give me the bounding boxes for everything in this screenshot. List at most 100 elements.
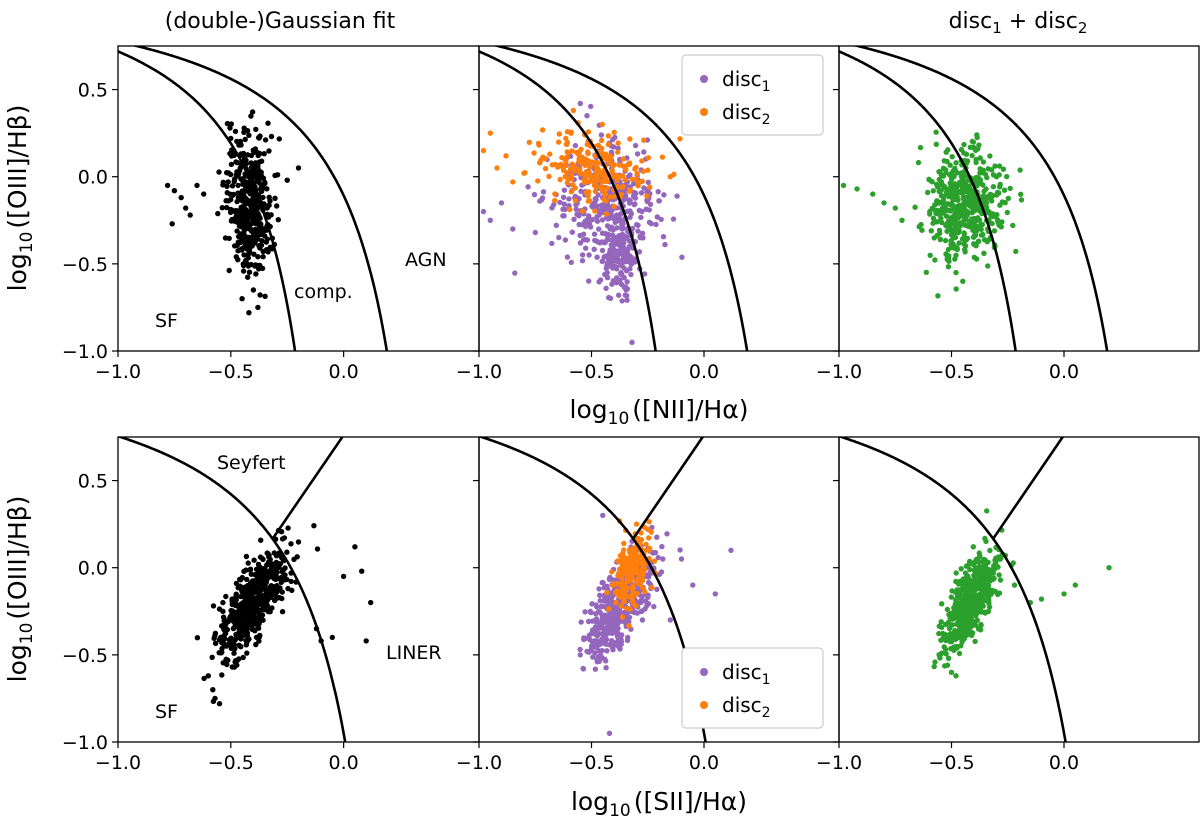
data-point: [539, 195, 546, 201]
data-point: [244, 650, 250, 656]
data-point: [639, 208, 645, 215]
data-point: [616, 292, 622, 298]
data-point: [210, 687, 216, 693]
data-point: [538, 157, 544, 163]
data-point: [962, 591, 968, 598]
data-point: [936, 230, 943, 237]
x-tick-label: −0.5: [928, 361, 974, 383]
data-point: [641, 137, 647, 143]
data-point: [222, 636, 228, 642]
col3-title: disc1 + disc2: [949, 9, 1088, 37]
data-point: [591, 182, 598, 189]
data-point: [642, 271, 648, 277]
data-point: [611, 235, 617, 242]
data-point: [368, 599, 374, 606]
data-point: [194, 182, 200, 189]
data-point: [584, 216, 591, 222]
data-point: [634, 151, 641, 157]
data-point: [589, 217, 595, 223]
data-point: [271, 575, 277, 582]
data-point: [291, 556, 297, 562]
data-point: [619, 225, 626, 231]
data-point: [968, 222, 975, 228]
data-point: [1017, 167, 1023, 173]
data-point: [230, 207, 236, 213]
data-point: [593, 159, 599, 166]
data-point: [978, 609, 984, 615]
data-point: [690, 582, 696, 588]
data-point: [599, 579, 605, 586]
data-point: [266, 148, 272, 154]
data-point: [1007, 185, 1013, 192]
data-point: [605, 231, 612, 238]
data-point: [986, 568, 992, 574]
data-point: [262, 592, 268, 598]
data-point: [571, 216, 577, 222]
data-point: [616, 258, 622, 264]
data-point: [627, 136, 633, 142]
data-point: [941, 201, 947, 207]
data-point: [224, 120, 231, 127]
data-point: [645, 179, 651, 185]
data-point: [232, 659, 238, 665]
data-point: [927, 208, 933, 215]
data-point: [178, 194, 184, 201]
data-point: [930, 188, 936, 194]
data-point: [597, 592, 603, 598]
data-point: [560, 206, 566, 212]
data-point: [278, 529, 285, 535]
data-point: [624, 247, 631, 253]
demarcation-curve-kewley01: [852, 46, 1109, 351]
data-point: [996, 572, 1002, 578]
data-point: [991, 228, 998, 234]
data-point: [254, 231, 261, 237]
data-point: [599, 247, 606, 254]
data-point: [228, 171, 234, 178]
col1-title: (double-)Gaussian fit: [165, 9, 396, 34]
data-point: [606, 730, 613, 736]
data-point: [212, 640, 219, 646]
data-point: [659, 543, 665, 550]
data-point: [931, 663, 937, 670]
data-point: [604, 260, 610, 267]
data-point: [547, 151, 553, 157]
data-point: [940, 630, 946, 637]
data-point: [619, 575, 625, 581]
data-point: [255, 614, 261, 621]
data-point: [601, 190, 608, 196]
data-point: [667, 617, 673, 623]
data-point: [997, 577, 1004, 583]
data-point: [955, 205, 961, 212]
data-point: [936, 169, 942, 175]
data-point: [567, 206, 573, 213]
data-point: [494, 165, 500, 171]
data-point: [599, 150, 606, 157]
data-point: [981, 237, 988, 243]
data-point: [239, 188, 245, 194]
data-point: [971, 254, 977, 260]
data-point: [590, 654, 596, 660]
data-point: [584, 648, 590, 655]
data-point: [983, 598, 989, 604]
x-tick-label: −1.0: [95, 361, 141, 383]
data-point: [638, 190, 645, 196]
data-point: [970, 560, 976, 567]
data-point: [987, 153, 993, 159]
data-point: [609, 167, 615, 174]
data-point: [997, 181, 1003, 188]
data-point: [549, 162, 555, 168]
data-point: [632, 201, 638, 207]
data-point: [311, 523, 317, 529]
data-point: [650, 550, 656, 556]
data-point: [582, 635, 589, 642]
data-point: [223, 656, 229, 662]
data-point: [615, 241, 621, 248]
data-point: [980, 195, 986, 201]
data-point: [960, 278, 966, 284]
data-point: [677, 136, 683, 142]
data-point: [964, 158, 971, 164]
data-point: [639, 584, 645, 590]
data-point: [244, 237, 250, 243]
data-point: [944, 253, 950, 260]
data-point: [991, 575, 997, 582]
